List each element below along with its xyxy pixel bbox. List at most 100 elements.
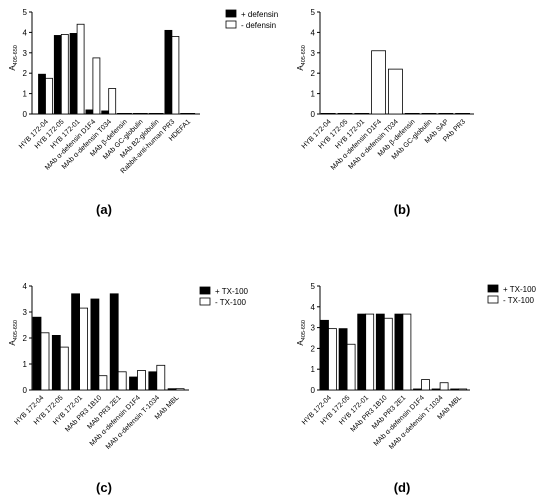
bar-a-1	[38, 73, 46, 115]
bar-a-7	[421, 113, 437, 115]
bar-b-7	[439, 382, 449, 391]
y-tick-label: 0	[23, 110, 28, 119]
y-tick-label: 2	[311, 69, 316, 78]
bar-a-7	[132, 113, 141, 115]
bar-a-10	[180, 113, 189, 115]
legend-swatch	[487, 295, 499, 304]
legend-swatch	[199, 286, 211, 295]
bar-b-8	[155, 113, 164, 115]
bar-b-3	[365, 313, 375, 391]
y-tick-label: 3	[23, 308, 28, 317]
bar-a-3	[354, 113, 370, 115]
bar-b-4	[98, 375, 108, 391]
y-tick-label: 4	[311, 28, 316, 37]
y-tick-label: 4	[311, 303, 316, 312]
bar-a-3	[71, 293, 80, 391]
bar-a-1	[32, 316, 42, 391]
legend-label: + defensin	[241, 10, 278, 19]
y-tick-label: 0	[311, 386, 316, 395]
y-tick-label: 3	[311, 324, 316, 333]
bar-a-8	[148, 113, 157, 115]
bar-b-1	[45, 77, 53, 115]
bar-a-4	[90, 298, 100, 391]
legend-swatch	[487, 284, 499, 293]
bar-a-9	[455, 113, 471, 115]
y-tick-label: 0	[23, 386, 28, 395]
bar-b-3	[76, 23, 85, 115]
bar-a-3	[357, 313, 367, 391]
bar-a-2	[337, 113, 353, 115]
panel-label: (b)	[394, 202, 411, 217]
bar-a-4	[375, 313, 385, 391]
bar-b-2	[59, 346, 69, 391]
bar-a-4	[85, 109, 94, 115]
panel-label: (c)	[96, 480, 112, 495]
bar-a-6	[413, 388, 422, 391]
bar-b-7	[156, 364, 166, 391]
panel-label: (d)	[394, 480, 411, 495]
bar-b-1	[328, 328, 337, 391]
y-axis-title: A405-650	[296, 320, 307, 346]
legend-swatch	[225, 20, 237, 29]
bar-a-5	[387, 68, 403, 115]
bar-a-3	[69, 33, 78, 115]
y-tick-label: 1	[311, 90, 316, 99]
legend: + TX-100 - TX-100	[487, 284, 537, 305]
bar-a-6	[129, 376, 138, 391]
bar-b-5	[117, 371, 127, 391]
bar-a-9	[164, 29, 173, 115]
bar-a-5	[394, 313, 404, 391]
y-tick-label: 4	[23, 28, 28, 37]
bar-a-1	[320, 319, 329, 391]
y-tick-label: 3	[23, 49, 28, 58]
y-tick-label: 1	[23, 90, 28, 99]
legend-swatch	[225, 9, 237, 18]
bar-b-8	[458, 388, 468, 391]
legend-label: + TX-100	[503, 285, 537, 294]
bar-b-7	[139, 113, 148, 115]
y-axis-title: A405-650	[8, 45, 19, 71]
bar-a-2	[51, 334, 61, 391]
bar-a-7	[431, 388, 441, 391]
legend: + TX-100 - TX-100	[199, 286, 249, 307]
y-tick-label: 2	[23, 69, 28, 78]
bar-a-4	[371, 50, 387, 115]
bar-a-8	[438, 113, 454, 115]
bar-a-5	[101, 110, 110, 115]
bar-a-2	[338, 328, 348, 391]
bar-a-8	[167, 388, 177, 391]
bar-b-2	[60, 34, 69, 115]
bar-b-8	[175, 388, 185, 391]
bar-b-4	[383, 317, 393, 391]
y-axis-title: A405-650	[296, 45, 307, 71]
bar-b-6	[421, 379, 430, 391]
bar-b-4	[92, 57, 101, 115]
bar-a-5	[109, 293, 119, 391]
y-tick-label: 0	[311, 110, 316, 119]
bar-b-6	[124, 113, 132, 115]
bar-a-8	[450, 388, 460, 391]
y-axis-title: A405-650	[8, 320, 19, 346]
bar-a-2	[53, 35, 62, 115]
bar-a-1	[320, 113, 336, 115]
legend-swatch	[199, 297, 211, 306]
bar-b-5	[108, 88, 117, 115]
bar-b-9	[171, 36, 180, 115]
legend-label: - TX-100	[215, 298, 247, 307]
bar-b-2	[346, 343, 356, 391]
y-tick-label: 5	[311, 282, 316, 291]
y-tick-label: 3	[311, 49, 316, 58]
bar-b-6	[137, 370, 146, 391]
y-tick-label: 4	[23, 282, 28, 291]
y-tick-label: 2	[23, 334, 28, 343]
panel-label: (a)	[96, 202, 112, 217]
bar-b-1	[40, 332, 50, 391]
bar-a-6	[117, 113, 125, 115]
legend: + defensin - defensin	[225, 9, 278, 30]
legend-label: - TX-100	[503, 296, 535, 305]
